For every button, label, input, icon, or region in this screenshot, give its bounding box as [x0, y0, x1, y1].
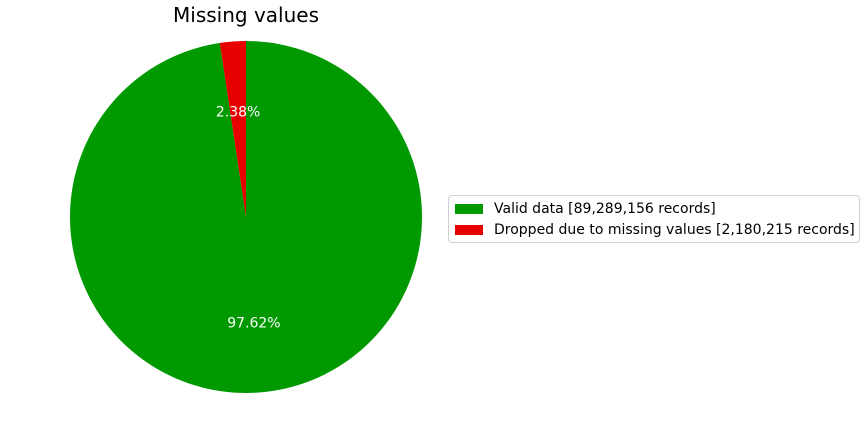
slice-label-valid-data: 97.62%: [227, 315, 280, 331]
legend: Valid data [89,289,156 records] Dropped …: [448, 195, 860, 243]
slice-label-dropped-data: 2.38%: [216, 105, 260, 121]
legend-item-dropped-data: Dropped due to missing values [2,180,215…: [455, 220, 859, 240]
pie-slice-valid-data: [70, 41, 423, 393]
legend-swatch-valid-data: [455, 204, 483, 214]
pie-slice-dropped-data: [219, 41, 246, 217]
legend-item-valid-data: Valid data [89,289,156 records]: [455, 199, 859, 219]
legend-swatch-dropped-data: [455, 225, 483, 235]
legend-label-valid-data: Valid data [89,289,156 records]: [494, 201, 716, 217]
pie-slice-labels: 97.62% 2.38%: [216, 105, 281, 332]
chart-title: Missing values: [173, 3, 319, 27]
legend-label-dropped-data: Dropped due to missing values [2,180,215…: [494, 222, 855, 238]
pie-slices: [70, 41, 423, 393]
